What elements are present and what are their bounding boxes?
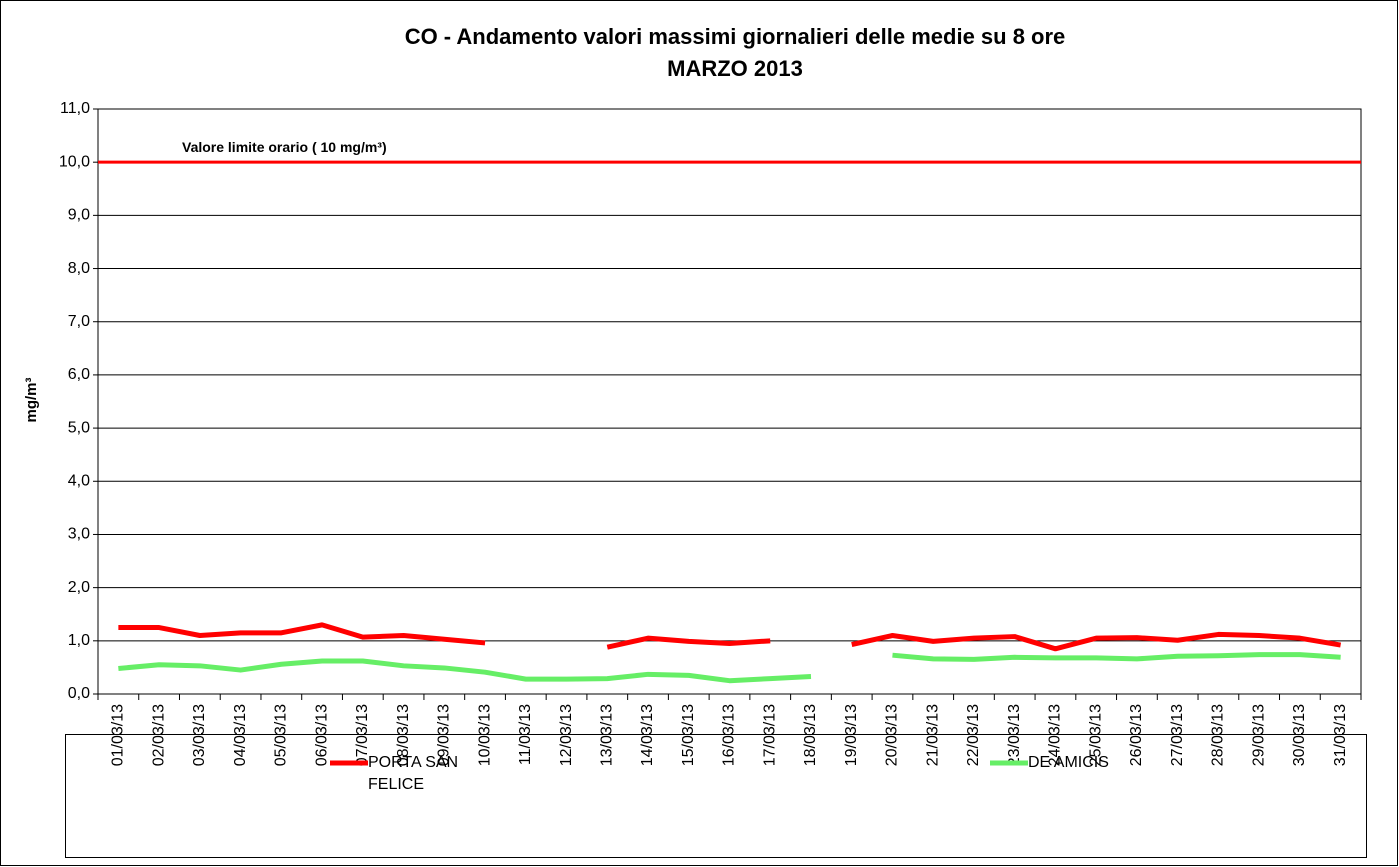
y-tick-label: 2,0 xyxy=(68,579,90,596)
x-tick-label: 11/03/13 xyxy=(517,704,534,765)
series-line xyxy=(118,652,1341,684)
x-tick-label: 24/03/13 xyxy=(1047,704,1064,766)
x-tick-label: 21/03/13 xyxy=(924,704,941,766)
x-tick-label: 16/03/13 xyxy=(721,704,738,766)
legend-label: PORTA SAN FELICE xyxy=(368,754,459,793)
y-tick-label: 6,0 xyxy=(68,366,90,383)
x-tick-label: 30/03/13 xyxy=(1291,704,1308,766)
plot-area xyxy=(97,108,1362,695)
y-tick-label: 0,0 xyxy=(68,685,90,702)
x-tick-label: 15/03/13 xyxy=(680,704,697,766)
y-tick-label: 8,0 xyxy=(68,260,90,277)
x-tick-label: 03/03/13 xyxy=(191,704,208,766)
y-tick-label: 3,0 xyxy=(68,526,90,543)
y-tick-label: 10,0 xyxy=(59,153,90,170)
y-axis-label: mg/m³ xyxy=(23,377,40,422)
chart-subtitle: MARZO 2013 xyxy=(667,56,803,81)
x-tick-label: 29/03/13 xyxy=(1250,704,1267,766)
y-tick-label: 5,0 xyxy=(68,419,90,436)
legend-box xyxy=(65,734,1367,858)
y-tick-label: 4,0 xyxy=(68,472,90,489)
x-tick-label: 22/03/13 xyxy=(965,704,982,766)
x-tick-label: 31/03/13 xyxy=(1332,704,1349,766)
x-tick-label: 01/03/13 xyxy=(110,704,127,766)
limit-annotation: Valore limite orario ( 10 mg/m³) xyxy=(182,139,387,155)
legend-label: DE AMICIS xyxy=(1028,754,1109,771)
y-tick-label: 11,0 xyxy=(60,100,90,117)
x-tick-label: 18/03/13 xyxy=(802,704,819,766)
x-tick-label: 26/03/13 xyxy=(1128,704,1145,766)
x-tick-label: 27/03/13 xyxy=(1169,704,1186,766)
x-tick-label: 19/03/13 xyxy=(843,704,860,766)
y-tick-label: 1,0 xyxy=(68,632,90,649)
x-tick-label: 04/03/13 xyxy=(232,704,249,766)
y-tick-label: 7,0 xyxy=(68,313,90,330)
x-tick-label: 20/03/13 xyxy=(884,704,901,766)
x-tick-label: 12/03/13 xyxy=(558,704,575,766)
x-tick-label: 10/03/13 xyxy=(476,704,493,766)
x-tick-label: 13/03/13 xyxy=(598,704,615,766)
y-tick-label: 9,0 xyxy=(68,207,90,224)
chart-title: CO - Andamento valori massimi giornalier… xyxy=(405,24,1066,49)
x-tick-label: 09/03/13 xyxy=(436,704,453,766)
x-tick-label: 05/03/13 xyxy=(273,704,290,766)
x-tick-label: 25/03/13 xyxy=(1087,704,1104,766)
x-tick-label: 06/03/13 xyxy=(313,704,330,766)
x-tick-label: 07/03/13 xyxy=(354,704,371,766)
x-tick-label: 17/03/13 xyxy=(761,704,778,766)
x-tick-label: 23/03/13 xyxy=(1006,704,1023,766)
x-tick-label: 08/03/13 xyxy=(395,704,412,766)
x-tick-label: 02/03/13 xyxy=(150,704,167,766)
series-line xyxy=(118,622,1342,652)
x-tick-label: 14/03/13 xyxy=(639,704,656,766)
x-tick-label: 28/03/13 xyxy=(1210,704,1227,766)
